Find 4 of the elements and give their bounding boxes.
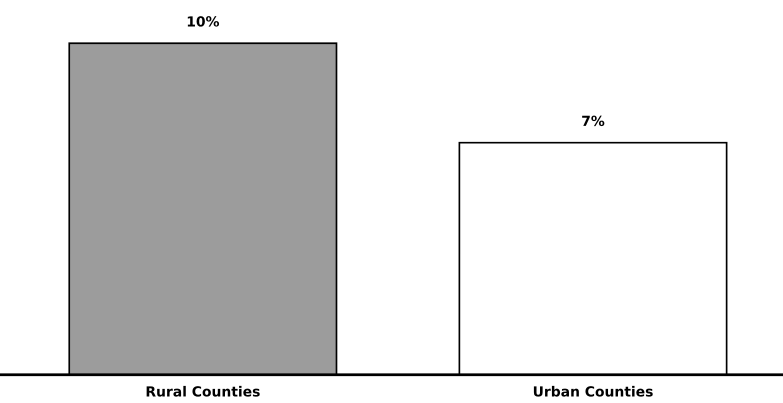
data-label: 10%: [188, 16, 220, 27]
x-tick-label: Rural Counties: [146, 386, 260, 397]
data-label: 7%: [582, 116, 604, 126]
x-tick-label: Urban Counties: [534, 386, 653, 397]
